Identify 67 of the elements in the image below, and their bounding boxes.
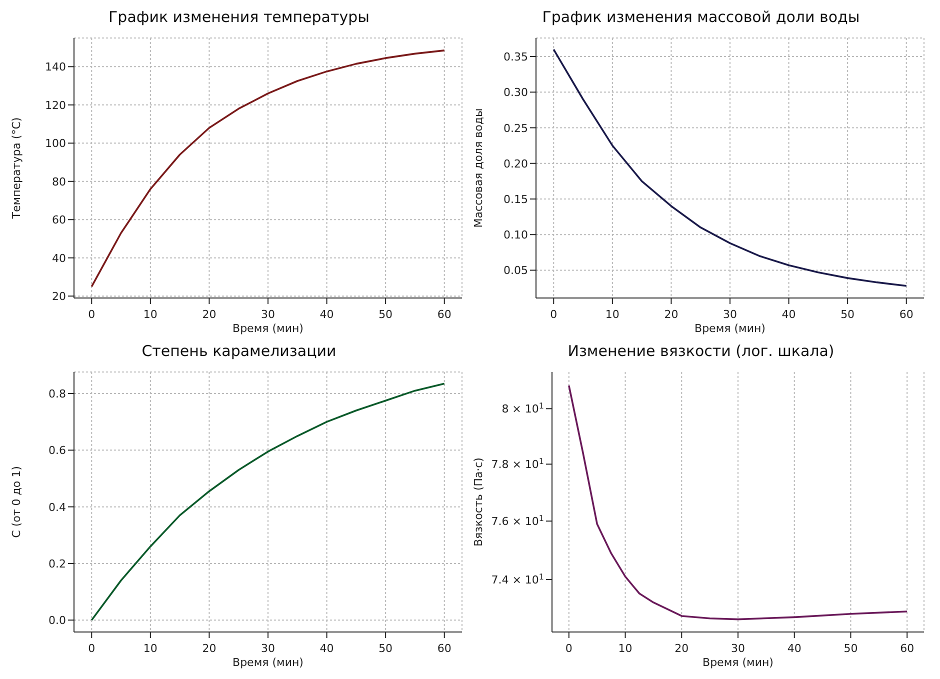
y-axis-title: Вязкость (Па·с): [472, 458, 485, 546]
x-tick-label: 60: [899, 308, 914, 321]
x-tick-label: 10: [143, 642, 158, 655]
chart-title: График изменения массовой доли воды: [541, 8, 861, 28]
x-tick-label: 60: [900, 642, 914, 655]
y-tick-label: 0.6: [48, 444, 66, 458]
y-tick-label: 20: [52, 290, 66, 304]
x-tick-label: 10: [143, 308, 158, 321]
x-tick-label: 20: [202, 308, 216, 321]
y-tick-label: 60: [52, 214, 66, 227]
x-tick-label: 30: [723, 308, 737, 321]
x-tick-label: 20: [202, 642, 216, 655]
x-tick-label: 20: [664, 308, 678, 321]
x-tick-label: 30: [261, 308, 275, 321]
y-tick-label: 0.05: [504, 264, 528, 278]
x-tick-label: 50: [844, 642, 858, 655]
y-tick-label: 80: [52, 175, 66, 188]
x-tick-label: 0: [88, 308, 96, 321]
y-axis-title: C (от 0 до 1): [10, 466, 23, 538]
x-tick-label: 50: [840, 308, 855, 321]
x-axis-title: Время (мин): [232, 322, 304, 335]
x-tick-label: 30: [261, 642, 275, 655]
x-tick-label: 0: [88, 642, 96, 655]
x-tick-label: 0: [565, 642, 572, 655]
x-tick-label: 40: [787, 642, 802, 655]
chart-title: Степень карамелизации: [140, 342, 338, 362]
x-tick-label: 10: [605, 308, 620, 321]
line-series: [552, 48, 908, 287]
x-tick-label: 40: [782, 308, 796, 321]
y-tick-label: 120: [45, 98, 66, 112]
y-axis-title: Температура (°C): [10, 117, 23, 220]
y-tick-label: 0.20: [504, 157, 528, 170]
line-series: [90, 50, 446, 288]
y-tick-label: 7.8 × 10$^{1}$: [491, 456, 544, 472]
x-tick-label: 40: [320, 642, 334, 655]
y-tick-label: 0.8: [48, 388, 66, 401]
y-tick-label: 0.0: [48, 614, 66, 628]
x-axis-title: Время (мин): [232, 656, 304, 669]
x-tick-label: 30: [731, 642, 745, 655]
chart-title: График изменения температуры: [108, 8, 370, 28]
y-tick-label: 40: [52, 252, 66, 265]
x-tick-label: 40: [320, 308, 334, 321]
x-tick-label: 50: [378, 642, 393, 655]
x-axis-title: Время (мин): [702, 656, 774, 669]
y-tick-label: 0.4: [48, 500, 66, 514]
y-tick-label: 0.10: [504, 228, 528, 242]
line-series: [90, 382, 446, 622]
y-tick-label: 0.30: [504, 86, 528, 100]
y-tick-label: 0.2: [48, 557, 66, 570]
y-axis-title: Массовая доля воды: [472, 108, 485, 228]
y-tick-label: 0.15: [504, 192, 528, 206]
x-tick-label: 60: [437, 308, 452, 321]
y-tick-label: 100: [45, 137, 66, 150]
y-tick-label: 7.6 × 10$^{1}$: [491, 514, 544, 528]
x-axis-title: Время (мин): [694, 322, 766, 335]
x-tick-label: 10: [618, 642, 632, 655]
y-tick-label: 0.35: [504, 50, 528, 64]
x-tick-label: 60: [437, 642, 452, 655]
chart-title: Изменение вязкости (лог. шкала): [566, 342, 836, 362]
y-tick-label: 8 × 10$^{1}$: [502, 401, 544, 416]
line-series: [568, 384, 908, 620]
x-tick-label: 50: [378, 308, 393, 321]
y-tick-label: 7.4 × 10$^{1}$: [491, 572, 544, 587]
x-tick-label: 0: [550, 308, 558, 321]
y-tick-label: 0.25: [504, 122, 528, 135]
x-tick-label: 20: [674, 642, 689, 655]
y-tick-label: 140: [45, 60, 66, 74]
